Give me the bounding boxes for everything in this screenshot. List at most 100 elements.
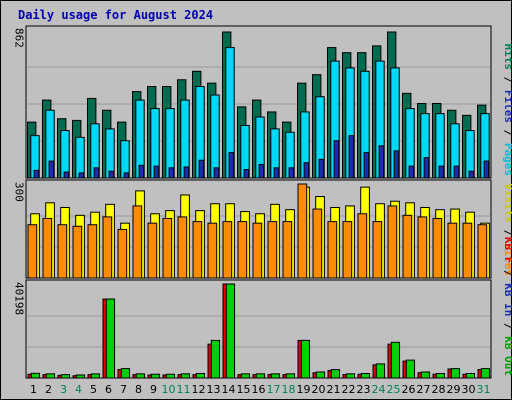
legend-sites: Sites	[502, 243, 512, 276]
x-tick-label: 14	[222, 383, 236, 396]
legend-pages: Pages	[502, 143, 512, 176]
files-bar	[210, 94, 220, 179]
kb-in-bar	[120, 368, 131, 379]
legend-sep2: /	[502, 123, 512, 143]
x-tick-label: 19	[297, 383, 311, 396]
x-tick-label: 17	[267, 383, 281, 396]
kb-in-bar	[195, 372, 206, 379]
kb-in-bar	[60, 374, 71, 379]
legend-sep1: /	[502, 70, 512, 90]
pages-bar	[333, 140, 340, 179]
kb-in-bar	[480, 368, 491, 379]
y-max-label: 300	[13, 182, 26, 202]
sites-bar	[162, 217, 173, 279]
kb-in-bar	[45, 373, 56, 379]
x-tick-label: 16	[252, 383, 266, 396]
files-bar	[105, 128, 115, 179]
pages-bar	[123, 172, 130, 179]
pages-bar	[273, 167, 280, 179]
legend-sep2: /	[502, 316, 512, 336]
kb-in-bar	[75, 374, 86, 379]
kb-in-bar	[180, 373, 191, 379]
x-tick-label: 27	[417, 383, 431, 396]
kb-in-bar	[435, 372, 446, 379]
sites-bar	[432, 217, 443, 279]
sites-bar	[177, 216, 188, 279]
x-tick-label: 22	[342, 383, 356, 396]
files-bar	[180, 99, 190, 179]
pages-bar	[453, 165, 460, 179]
sites-bar	[297, 183, 308, 279]
x-tick-label: 23	[357, 383, 371, 396]
kb-in-bar	[360, 372, 371, 379]
kb-in-bar	[135, 373, 146, 379]
kb-in-bar	[330, 369, 341, 379]
x-tick-label: 10	[162, 383, 176, 396]
kb-in-bar	[150, 373, 161, 379]
pages-bar	[213, 167, 220, 179]
kb-in-bar	[375, 363, 386, 379]
pages-bar	[243, 169, 250, 179]
sites-bar	[192, 221, 203, 279]
pages-bar	[408, 165, 415, 179]
pages-bar	[438, 165, 445, 179]
kb-in-bar	[420, 371, 431, 379]
sites-bar	[252, 222, 263, 279]
kb-in-bar	[405, 359, 416, 379]
y-max-label: 40198	[13, 282, 26, 315]
legend-sep1: /	[502, 263, 512, 283]
kb-in-bar	[30, 372, 41, 379]
x-tick-label: 11	[177, 383, 191, 396]
sites-bar	[147, 222, 158, 279]
kb-in-bar	[270, 373, 281, 379]
files-bar	[75, 136, 85, 179]
legend-files: Files	[502, 90, 512, 123]
sites-bar	[327, 221, 338, 279]
sites-bar	[102, 216, 113, 279]
files-bar	[120, 140, 130, 179]
chart-title: Daily usage for August 2024	[18, 8, 214, 22]
x-tick-label: 29	[447, 383, 461, 396]
sites-bar	[42, 217, 53, 279]
sites-bar	[282, 221, 293, 279]
kb-in-bar	[450, 368, 461, 379]
x-tick-label: 18	[282, 383, 296, 396]
x-tick-label: 9	[150, 383, 157, 396]
x-tick-label: 21	[327, 383, 341, 396]
kb-in-bar	[165, 373, 176, 379]
sites-bar	[87, 224, 98, 279]
sites-bar	[417, 216, 428, 279]
pages-bar	[168, 167, 175, 179]
sites-bar	[402, 214, 413, 279]
legend-kbf: KB F	[502, 237, 512, 264]
x-tick-label: 12	[192, 383, 206, 396]
kb-in-bar	[345, 373, 356, 379]
pages-bar	[318, 158, 325, 179]
x-tick-label: 20	[312, 383, 326, 396]
sites-bar	[312, 208, 323, 279]
pages-bar	[153, 165, 160, 179]
files-bar	[60, 130, 70, 179]
x-tick-label: 1	[30, 383, 37, 396]
legend-kbout: KB Out	[502, 336, 512, 376]
x-tick-label: 30	[462, 383, 476, 396]
kb-in-bar	[465, 372, 476, 379]
x-tick-label: 26	[402, 383, 416, 396]
y-max-label: 862	[13, 28, 26, 48]
legend-hits: Hits	[502, 44, 512, 71]
x-tick-label: 15	[237, 383, 251, 396]
sites-bar	[57, 224, 68, 279]
x-tick-label: 7	[120, 383, 127, 396]
kb-in-bar	[225, 283, 236, 379]
sites-bar	[237, 221, 248, 279]
pages-bar	[423, 157, 430, 179]
kb-in-bar	[210, 339, 221, 379]
pages-bar	[378, 145, 385, 179]
sites-bar	[132, 205, 143, 279]
x-tick-label: 3	[60, 383, 67, 396]
pages-bar	[393, 150, 400, 179]
kb-in-bar	[285, 373, 296, 379]
panel-background	[25, 279, 492, 379]
kb-in-bar	[255, 373, 266, 379]
